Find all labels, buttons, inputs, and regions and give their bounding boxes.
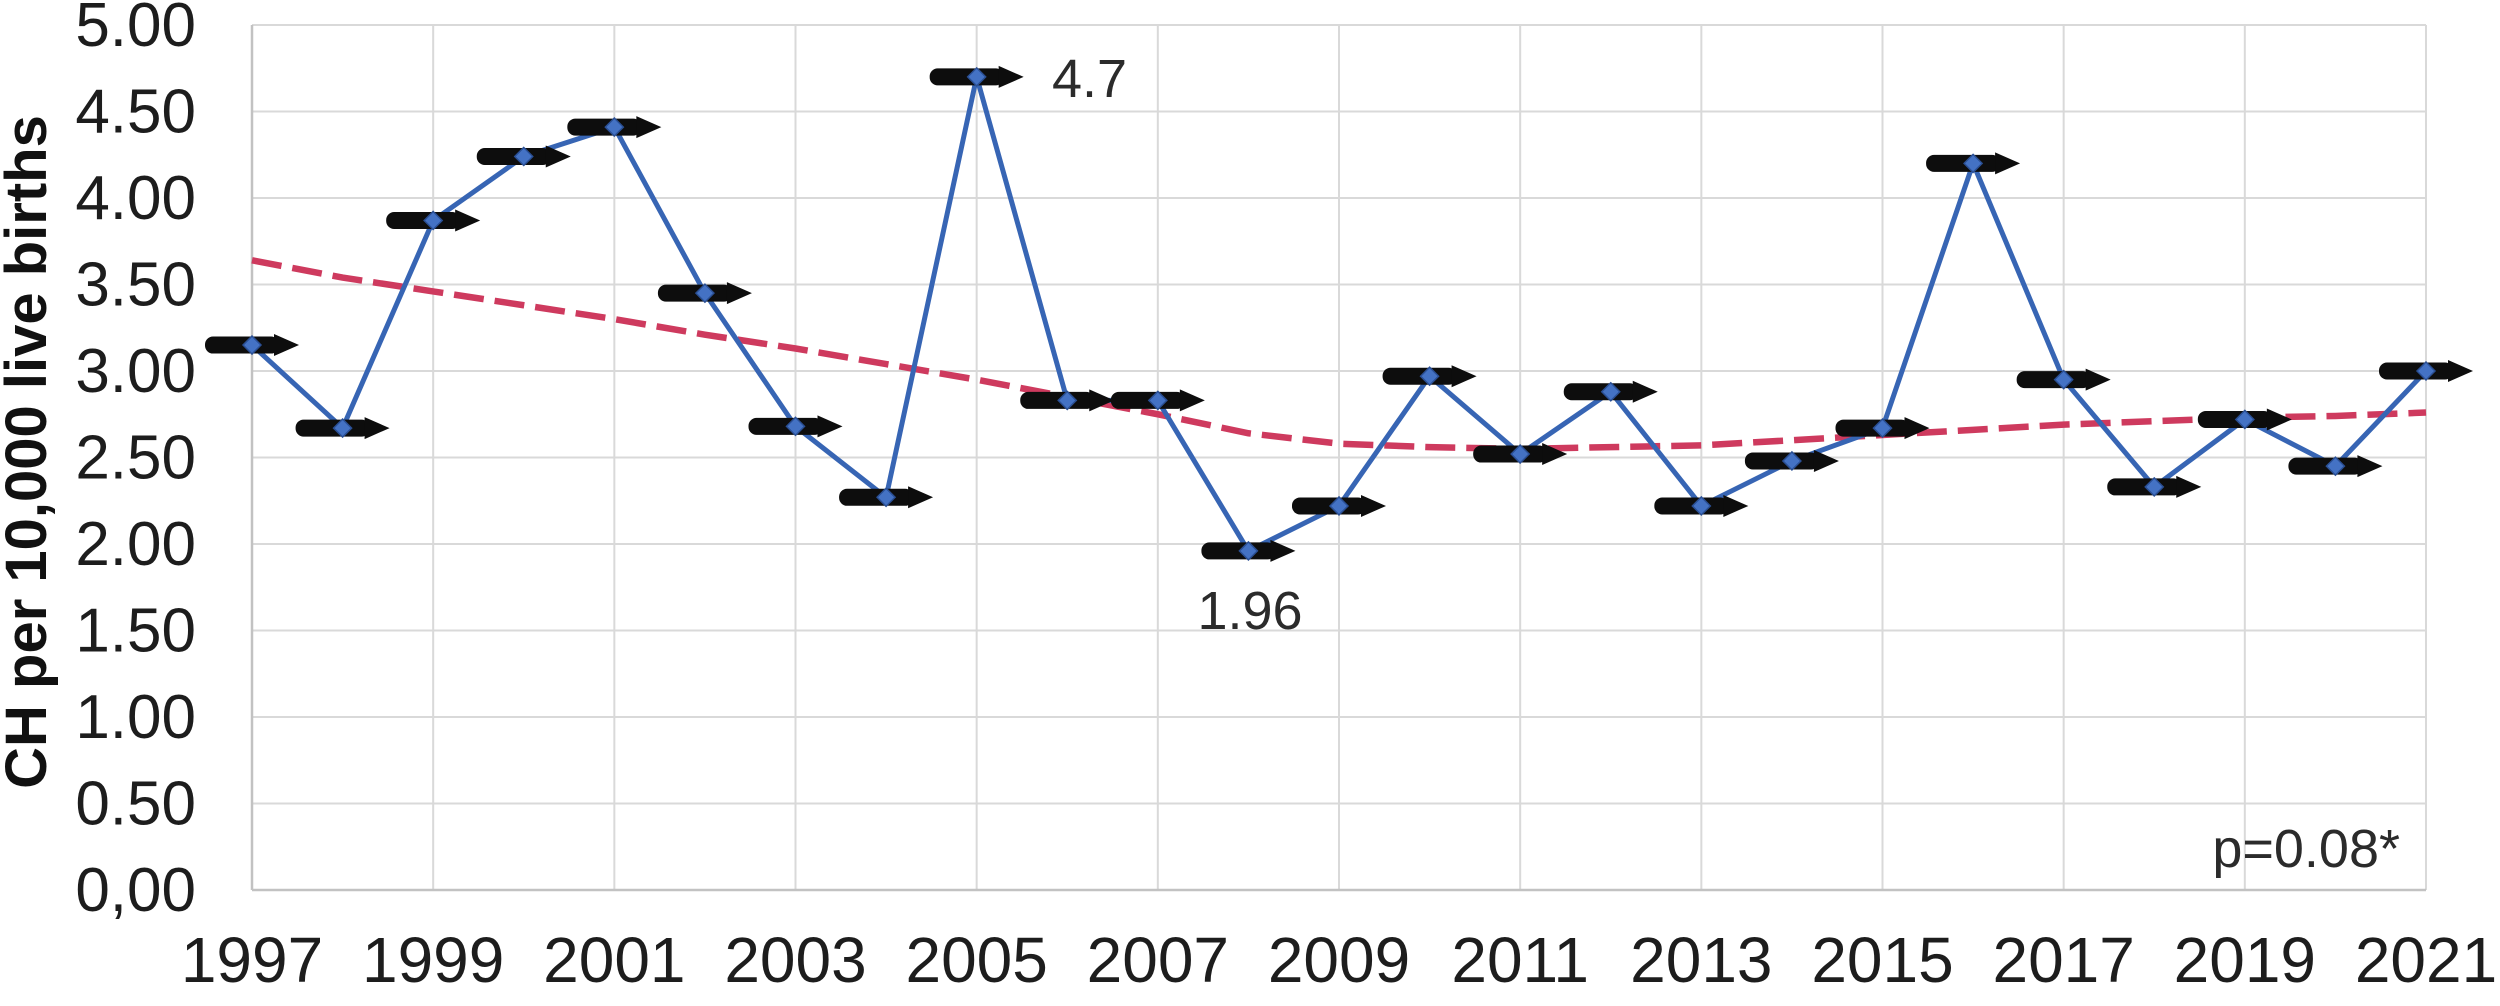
x-tick-label: 2017 [1992, 924, 2134, 996]
data-point-marker-tip [1361, 494, 1386, 517]
data-point-diamond [966, 66, 987, 87]
annotation-p-value: p=0.08* [2212, 819, 2400, 879]
data-point-diamond [2415, 360, 2437, 382]
data-point-diamond [1781, 450, 1802, 472]
data-point-marker-tip [1813, 449, 1839, 472]
data-point-marker-tip [455, 209, 481, 232]
data-point-diamond [2053, 369, 2074, 390]
x-tick-label: 2007 [1087, 924, 1229, 996]
x-tick-label: 2009 [1268, 924, 1410, 996]
data-point-marker-tip [2448, 360, 2473, 382]
x-tick-label: 2005 [905, 924, 1047, 996]
data-point-diamond [785, 416, 806, 437]
data-point-marker-tip [1270, 539, 1296, 562]
data-point-marker-tip [2176, 475, 2202, 498]
data-point-marker-tip [1089, 389, 1115, 412]
data-point-diamond [876, 487, 897, 508]
data-point-marker-tip [1995, 152, 2021, 175]
data-point-marker-tip [1179, 389, 1205, 412]
data-point-marker-tip [2357, 455, 2383, 478]
data-point-marker-tip [1632, 380, 1658, 403]
x-tick-label: 1997 [181, 924, 323, 996]
data-point-marker-tip [998, 65, 1024, 88]
data-point-diamond [1691, 495, 1712, 517]
y-tick-label: 4.00 [75, 164, 196, 233]
x-tick-label: 2019 [2174, 924, 2316, 996]
x-tick-label: 2003 [724, 924, 866, 996]
data-point-marker-tip [545, 145, 571, 168]
data-point-diamond [513, 146, 534, 167]
data-point-marker-tip [1904, 417, 1930, 440]
data-point-marker-tip [1723, 494, 1749, 517]
data-point-diamond [2144, 476, 2165, 497]
data-point-diamond [1057, 390, 1078, 411]
annotation-peak-value: 4.7 [1052, 49, 1127, 109]
y-tick-label: 4.50 [75, 78, 196, 147]
data-point-marker-tip [1451, 365, 1477, 388]
data-point-marker-tip [726, 282, 752, 305]
y-axis-title: CH per 10,000 live births [0, 115, 59, 789]
data-point-diamond [1238, 540, 1259, 561]
y-tick-label: 5.00 [75, 0, 196, 60]
axis-lines [250, 25, 2426, 892]
y-tick-label: 2.50 [75, 424, 196, 493]
x-tick-label: 2001 [543, 924, 685, 996]
data-point-marker-tip [636, 116, 662, 139]
data-point-diamond [2325, 456, 2346, 477]
data-point-diamond [423, 210, 444, 231]
data-point-diamond [332, 418, 353, 439]
data-point-marker-tip [908, 486, 934, 509]
data-point-diamond [1147, 390, 1168, 411]
data-point-marker-tip [2085, 368, 2111, 391]
x-tick-label: 1999 [362, 924, 504, 996]
data-point-marker-tip [274, 334, 299, 357]
x-tick-labels: 1997 1999 2001 2003 2005 2007 2009 2011 2013 2015… [181, 924, 2497, 996]
y-tick-label: 3.00 [75, 337, 196, 406]
data-point-marker-tip [817, 415, 843, 438]
y-tick-label: 0,00 [75, 856, 196, 925]
data-point-diamond [604, 117, 625, 138]
data-point-diamond [1600, 381, 1621, 402]
x-tick-label: 2011 [1451, 924, 1589, 996]
data-point-diamond [1510, 443, 1531, 465]
data-point-diamond [1328, 495, 1350, 517]
y-tick-label: 1.00 [75, 683, 196, 752]
data-point-diamond [1872, 418, 1893, 439]
y-tick-labels: 5.00 4.50 4.00 3.50 3.00 2.50 2.00 1.50 1.00 0.50… [75, 0, 196, 925]
y-tick-label: 0.50 [75, 770, 196, 839]
data-point-diamond [694, 283, 715, 304]
x-tick-label: 2013 [1630, 924, 1772, 996]
x-tick-label: 2015 [1811, 924, 1953, 996]
data-point-marker-tip [1542, 443, 1568, 466]
trend-line [251, 257, 2427, 453]
y-tick-label: 1.50 [75, 597, 196, 666]
data-point-diamond [2234, 409, 2255, 430]
trend-line-series [251, 257, 2427, 453]
annotation-low-value: 1.96 [1197, 581, 1302, 641]
data-point-diamond [1963, 153, 1984, 174]
data-point-marker-tip [2266, 408, 2292, 431]
y-tick-label: 2.00 [75, 510, 196, 579]
y-tick-label: 3.50 [75, 251, 196, 320]
data-point-diamond [241, 334, 263, 356]
data-point-markers [205, 65, 2473, 562]
x-tick-label: 2021 [2355, 924, 2497, 996]
data-point-diamond [1419, 366, 1440, 387]
data-point-marker-tip [364, 417, 390, 440]
